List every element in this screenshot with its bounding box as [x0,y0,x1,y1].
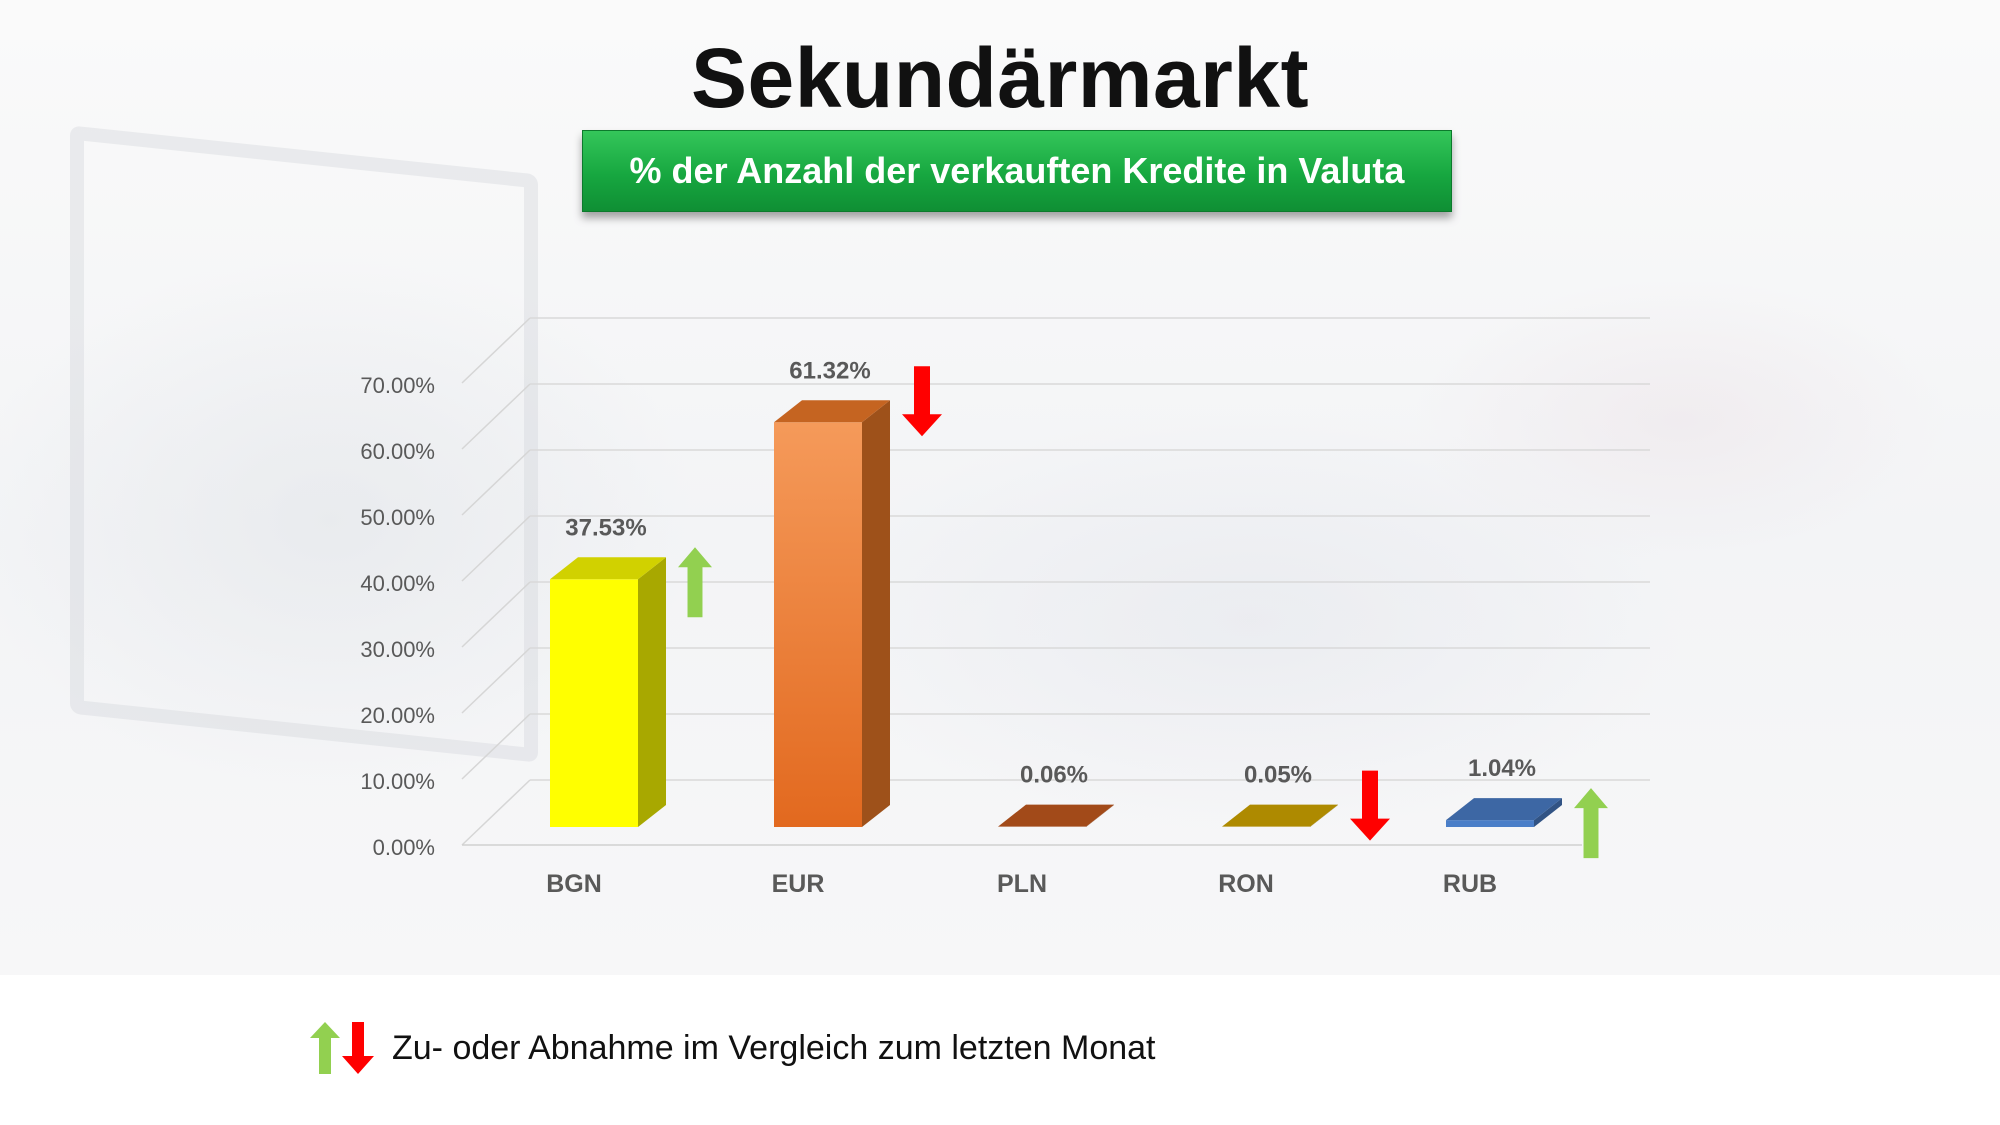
bar-side [1310,804,1338,827]
bar-eur [774,400,890,827]
bar-top [998,804,1114,827]
gridline-depth [461,383,531,450]
subtitle-banner: % der Anzahl der verkauften Kredite in V… [582,130,1452,212]
bar-rub [1446,798,1562,827]
down-arrow-icon [902,366,942,437]
data-label: 61.32% [789,357,870,384]
gridline-depth [461,449,531,516]
bar-side [1086,804,1114,827]
data-label: 0.05% [1244,762,1312,789]
gridline-depth [461,581,531,648]
y-tick-label: 10.00% [360,769,435,794]
x-tick-label: RON [1218,870,1274,898]
chart-bars: 37.53% 61.32% 0.06% 0.05% 1.04% [550,357,1608,859]
bar-side [1534,798,1562,827]
gridline-depth [461,713,531,780]
legend-arrows [310,1022,374,1074]
down-arrow-icon [342,1022,374,1074]
x-tick-label: PLN [997,870,1047,898]
bar-top [1446,798,1562,821]
y-tick-label: 40.00% [360,571,435,596]
chart-grid [461,317,1650,846]
x-tick-label: RUB [1443,870,1497,898]
up-arrow-icon [310,1022,340,1074]
bar-top [1222,804,1338,827]
data-label: 37.53% [565,514,646,541]
data-label: 0.06% [1020,762,1088,789]
down-arrow-icon [1350,770,1390,841]
y-tick-label: 30.00% [360,637,435,662]
y-tick-label: 60.00% [360,439,435,464]
up-arrow-icon [1574,788,1608,859]
bar-side [862,400,890,827]
bar-top [550,557,666,580]
legend-text: Zu- oder Abnahme im Vergleich zum letzte… [392,1028,1156,1067]
y-axis: 0.00% 10.00% 20.00% 30.00% 40.00% 50.00% 60.00… [360,373,435,860]
bar-front [774,422,862,827]
y-tick-label: 0.00% [373,835,435,860]
bar-side [638,557,666,827]
x-axis: BGN EUR PLN RON RUB [546,870,1497,898]
y-tick-label: 20.00% [360,703,435,728]
gridline-depth [461,515,531,582]
gridline-depth [461,779,531,846]
bar-front [550,579,638,827]
up-arrow-icon [678,547,712,618]
legend: Zu- oder Abnahme im Vergleich zum letzte… [310,1020,1156,1076]
bar-pln [998,804,1114,827]
bar-front [1446,820,1534,827]
page-title: Sekundärmarkt [690,31,1310,125]
gridline-depth [461,317,531,384]
y-tick-label: 70.00% [360,373,435,398]
bar-ron [1222,804,1338,827]
gridline-depth [461,647,531,714]
subtitle-text: % der Anzahl der verkauften Kredite in V… [629,150,1405,191]
data-label: 1.04% [1468,755,1536,782]
bar-bgn [550,557,666,827]
x-tick-label: EUR [772,870,825,898]
x-tick-label: BGN [546,870,602,898]
y-tick-label: 50.00% [360,505,435,530]
bar-top [774,400,890,423]
